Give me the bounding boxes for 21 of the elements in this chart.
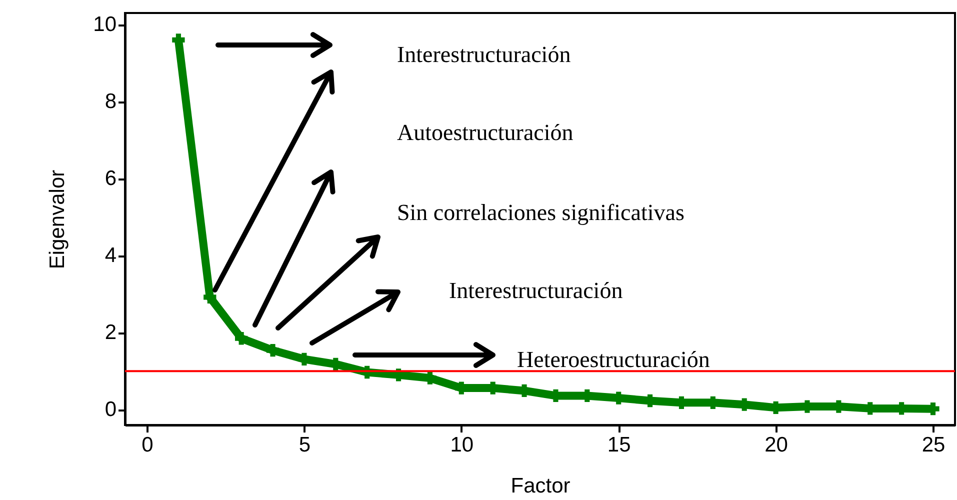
y-tick-label: 0 — [104, 398, 116, 422]
x-tick-label: 0 — [142, 434, 154, 456]
x-tick-label: 25 — [922, 434, 946, 456]
annotation: Autoestructuración — [397, 120, 574, 145]
y-tick-label: 8 — [104, 90, 116, 114]
annotation: Sin correlaciones significativas — [397, 200, 684, 225]
y-tick-label: 4 — [104, 244, 117, 268]
point — [235, 332, 248, 345]
x-tick-label: 15 — [607, 434, 631, 456]
x-axis-title: Factor — [510, 474, 570, 498]
x-tick-label: 20 — [764, 434, 788, 456]
y-axis-title: Eigenvalor — [46, 170, 70, 270]
y-tick-label: 2 — [104, 321, 116, 344]
y-tick-label: 10 — [93, 13, 116, 36]
x-tick-label: 10 — [450, 434, 474, 456]
point — [266, 344, 280, 357]
annotation: Heteroestructuración — [517, 347, 710, 372]
y-tick-label: 6 — [104, 167, 116, 190]
x-tick-label: 5 — [298, 434, 311, 456]
annotation: Interestructuración — [397, 42, 572, 67]
annotation: Interestructuración — [449, 278, 624, 303]
